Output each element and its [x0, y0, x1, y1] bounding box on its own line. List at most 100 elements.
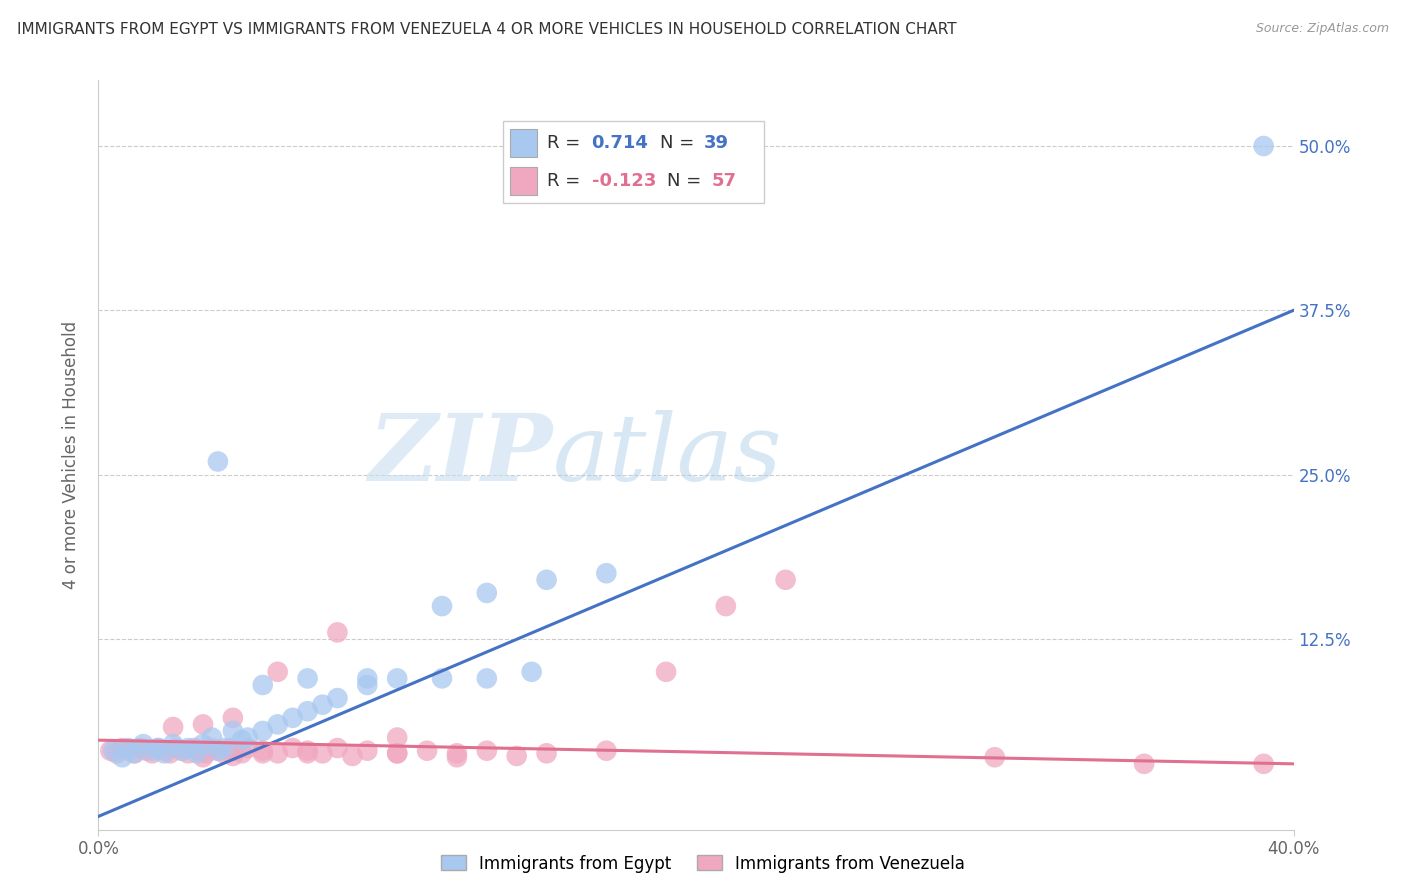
Point	[281, 741, 304, 756]
Text: 0.714: 0.714	[592, 134, 648, 152]
Point	[177, 747, 200, 761]
Point	[297, 747, 319, 761]
Text: R =: R =	[547, 134, 586, 152]
Point	[188, 744, 211, 758]
Point	[195, 747, 218, 761]
Point	[984, 750, 1007, 764]
Point	[153, 747, 176, 761]
Point	[153, 744, 176, 758]
Point	[231, 747, 253, 761]
Point	[111, 750, 134, 764]
Point	[236, 741, 259, 756]
Point	[159, 747, 181, 761]
Point	[201, 741, 224, 756]
Point	[148, 741, 170, 756]
Point	[446, 747, 468, 761]
Point	[117, 744, 139, 758]
Text: R =: R =	[547, 172, 586, 190]
Text: 39: 39	[704, 134, 730, 152]
Point	[252, 747, 274, 761]
Text: -0.123: -0.123	[592, 172, 657, 190]
Point	[1253, 139, 1275, 153]
Point	[342, 748, 364, 763]
Point	[165, 741, 187, 756]
Point	[124, 747, 146, 761]
Point	[595, 744, 617, 758]
Point	[236, 731, 259, 745]
Point	[416, 744, 439, 758]
Point	[326, 741, 349, 756]
Point	[162, 720, 184, 734]
Point	[267, 717, 290, 731]
Point	[775, 573, 797, 587]
Point	[506, 748, 529, 763]
Point	[141, 747, 163, 761]
Point	[207, 454, 229, 468]
Point	[177, 741, 200, 756]
Point	[385, 747, 409, 761]
Point	[172, 744, 194, 758]
Point	[191, 737, 214, 751]
Point	[430, 672, 453, 686]
Point	[212, 747, 235, 761]
Point	[326, 691, 349, 706]
Point	[385, 747, 409, 761]
Point	[1133, 756, 1156, 771]
Point	[186, 747, 208, 761]
Point	[536, 747, 558, 761]
Point	[212, 741, 235, 756]
Point	[446, 750, 468, 764]
Point	[714, 599, 737, 613]
Point	[231, 733, 253, 747]
Text: Source: ZipAtlas.com: Source: ZipAtlas.com	[1256, 22, 1389, 36]
FancyBboxPatch shape	[510, 129, 537, 157]
Point	[326, 625, 349, 640]
Point	[385, 731, 409, 745]
Point	[281, 711, 304, 725]
Point	[219, 741, 242, 756]
Point	[311, 747, 333, 761]
Point	[252, 723, 274, 738]
Point	[267, 665, 290, 679]
Point	[129, 741, 152, 756]
Text: N =: N =	[659, 134, 700, 152]
Point	[191, 750, 214, 764]
Point	[595, 566, 617, 581]
Point	[124, 747, 146, 761]
Point	[148, 741, 170, 756]
Point	[1253, 756, 1275, 771]
Point	[356, 744, 378, 758]
Point	[520, 665, 543, 679]
Text: 57: 57	[711, 172, 737, 190]
Point	[475, 672, 498, 686]
Point	[222, 723, 245, 738]
Text: IMMIGRANTS FROM EGYPT VS IMMIGRANTS FROM VENEZUELA 4 OR MORE VEHICLES IN HOUSEHO: IMMIGRANTS FROM EGYPT VS IMMIGRANTS FROM…	[17, 22, 956, 37]
Point	[356, 678, 378, 692]
Point	[297, 744, 319, 758]
Point	[222, 711, 245, 725]
Point	[655, 665, 678, 679]
Point	[475, 744, 498, 758]
Point	[172, 744, 194, 758]
FancyBboxPatch shape	[510, 167, 537, 195]
Point	[103, 744, 125, 758]
FancyBboxPatch shape	[503, 120, 765, 203]
Text: atlas: atlas	[553, 410, 782, 500]
Point	[105, 747, 128, 761]
Point	[356, 672, 378, 686]
Point	[297, 672, 319, 686]
Point	[201, 731, 224, 745]
Point	[117, 741, 139, 756]
Point	[536, 573, 558, 587]
Point	[311, 698, 333, 712]
Point	[297, 704, 319, 718]
Point	[207, 744, 229, 758]
Legend: Immigrants from Egypt, Immigrants from Venezuela: Immigrants from Egypt, Immigrants from V…	[434, 848, 972, 880]
Point	[385, 672, 409, 686]
Point	[191, 717, 214, 731]
Point	[267, 747, 290, 761]
Y-axis label: 4 or more Vehicles in Household: 4 or more Vehicles in Household	[62, 321, 80, 589]
Point	[183, 741, 205, 756]
Point	[207, 744, 229, 758]
Point	[111, 741, 134, 756]
